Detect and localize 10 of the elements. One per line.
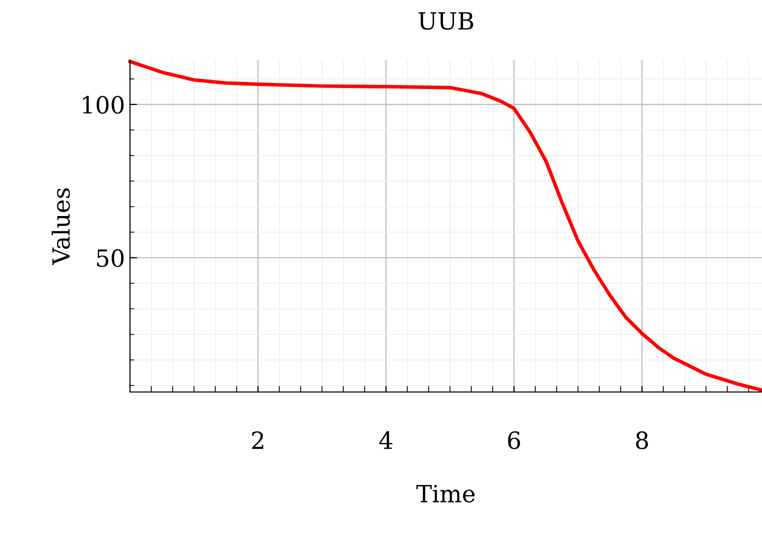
chart-title: UUB (418, 12, 474, 30)
x-tick-label: 8 (636, 431, 648, 450)
y-axis-title: Values (52, 188, 70, 266)
y-tick-label: 100 (82, 96, 124, 114)
line-series (128, 60, 762, 392)
x-tick-label: 2 (252, 431, 264, 449)
y-tick-label: 50 (97, 249, 124, 268)
x-axis-title: Time (416, 484, 475, 503)
x-tick-label: 6 (508, 431, 520, 450)
x-tick-label: 4 (379, 431, 392, 449)
